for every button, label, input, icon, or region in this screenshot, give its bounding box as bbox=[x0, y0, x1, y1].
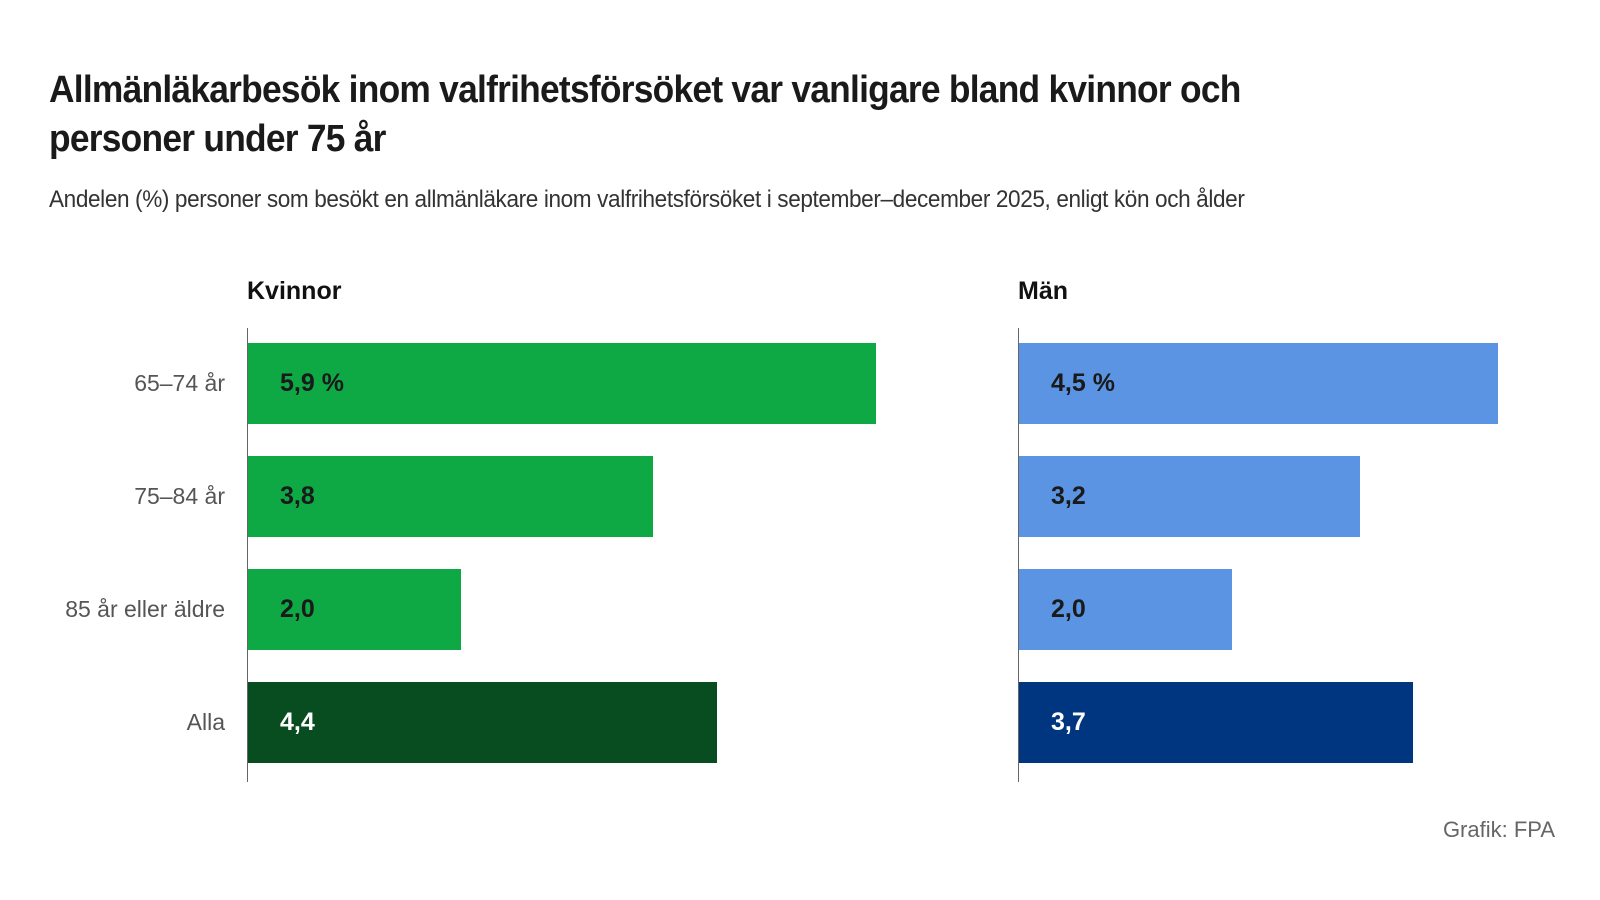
data-label: 3,8 bbox=[280, 482, 315, 510]
chart-title: Allmänläkarbesök inom valfrihetsförsöket… bbox=[49, 66, 1241, 164]
category-label: 85 år eller äldre bbox=[65, 596, 225, 622]
bar: 3,7 bbox=[1019, 682, 1414, 763]
data-label: 4,4 bbox=[280, 708, 315, 736]
bar: 3,8 bbox=[248, 456, 653, 537]
panel-title: Män bbox=[1018, 277, 1068, 305]
bar: 3,2 bbox=[1019, 456, 1360, 537]
chart-title-line-1: Allmänläkarbesök inom valfrihetsförsöket… bbox=[49, 69, 1241, 111]
data-label: 2,0 bbox=[280, 595, 315, 623]
bar: 5,9 % bbox=[248, 343, 877, 424]
category-label: 75–84 år bbox=[134, 483, 225, 509]
y-axis-line bbox=[247, 328, 248, 782]
bar: 2,0 bbox=[248, 569, 461, 650]
y-axis-line bbox=[1018, 328, 1019, 782]
chart-title-line-2: personer under 75 år bbox=[49, 118, 386, 160]
bar: 4,5 % bbox=[1019, 343, 1499, 424]
data-label: 4,5 % bbox=[1051, 369, 1115, 397]
data-label: 3,2 bbox=[1051, 482, 1086, 510]
chart-subtitle: Andelen (%) personer som besökt en allmä… bbox=[49, 186, 1245, 213]
data-label: 5,9 % bbox=[280, 369, 344, 397]
category-label: 65–74 år bbox=[134, 370, 225, 396]
data-label: 2,0 bbox=[1051, 595, 1086, 623]
data-label: 3,7 bbox=[1051, 708, 1086, 736]
panel-title: Kvinnor bbox=[247, 277, 342, 305]
bar: 2,0 bbox=[1019, 569, 1232, 650]
credit: Grafik: FPA bbox=[1442, 817, 1555, 842]
bar: 4,4 bbox=[248, 682, 717, 763]
category-label: Alla bbox=[186, 709, 225, 735]
